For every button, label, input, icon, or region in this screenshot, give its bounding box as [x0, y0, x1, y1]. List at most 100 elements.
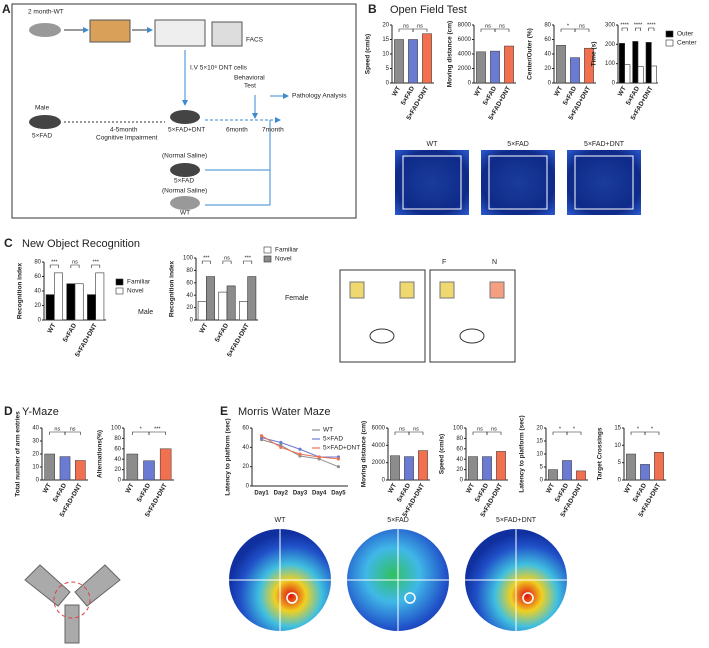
x-tick-label: WT [465, 482, 476, 494]
bar [239, 301, 248, 321]
panel-label: E [220, 404, 228, 418]
significance-label: *** [244, 255, 251, 261]
y-axis-label: Recognition index [169, 260, 176, 317]
y-tick-label: 15 [382, 37, 389, 43]
bar [624, 64, 631, 84]
significance-bracket [644, 431, 660, 435]
heatmap-label: 5×FAD [387, 517, 409, 524]
bar [87, 294, 96, 321]
y-axis-label: Moving distance (cm) [447, 21, 454, 87]
bar [632, 41, 639, 84]
x-tick-label: WT [473, 85, 484, 97]
y-tick-label: 5 [618, 460, 622, 466]
panel-title: Open Field Test [390, 4, 467, 16]
panel-title: New Object Recognition [22, 238, 140, 250]
significance-bracket [64, 431, 81, 435]
y-tick-label: 10 [614, 443, 621, 449]
y-tick-label: 20 [186, 305, 193, 311]
bar [418, 450, 428, 481]
significance-bracket [201, 260, 211, 264]
y-tick-label: 0 [190, 318, 194, 324]
y-tick-label: 10 [382, 52, 389, 58]
y-tick-label: 100 [111, 426, 122, 432]
significance-label: * [637, 426, 640, 432]
bar [651, 65, 657, 84]
legend-swatch [665, 30, 674, 38]
y-tick-label: 0 [612, 81, 616, 87]
x-tick-label: WT [545, 482, 556, 494]
bar [468, 456, 478, 481]
heatmap-label: 5×FAD [507, 141, 529, 148]
bar [548, 469, 558, 481]
bar [496, 451, 506, 481]
significance-label: * [559, 426, 562, 432]
legend-label: WT [323, 427, 333, 434]
nor-label: Female [285, 295, 308, 302]
heatmap-label: WT [275, 517, 287, 524]
bar [394, 39, 404, 84]
bar [66, 283, 76, 321]
significance-label: **** [620, 22, 629, 28]
heatmap-label: 5×FAD+DNT [584, 141, 625, 148]
schematic-text: 4-5month [110, 127, 138, 134]
significance-bracket [148, 431, 166, 435]
schematic-text: Pathology Analysis [292, 93, 347, 100]
panel-title: Morris Water Maze [238, 406, 331, 418]
schematic-text: (Normal Saline) [162, 153, 207, 160]
y-axis-label: Time (s) [591, 42, 598, 67]
point [260, 434, 264, 438]
schematic-text: WT [180, 210, 190, 217]
point [279, 445, 283, 449]
nor-label: F [442, 259, 446, 266]
significance-bracket [648, 27, 655, 31]
y-tick-label: 80 [544, 23, 551, 29]
bar [206, 276, 215, 321]
y-tick-label: 0 [118, 478, 122, 484]
y-tick-label: 60 [34, 274, 41, 280]
bar [482, 456, 492, 481]
nor-label: Male [138, 309, 153, 316]
y-tick-label: 6000 [372, 426, 386, 432]
significance-bracket [70, 264, 80, 268]
y-tick-label: 0 [468, 81, 472, 87]
bar [159, 448, 172, 481]
bar [247, 276, 257, 321]
legend-label: Novel [275, 256, 292, 263]
y-tick-label: 40 [544, 52, 551, 58]
y-tick-label: 40 [34, 289, 41, 295]
significance-bracket [222, 260, 232, 264]
bar [637, 66, 644, 84]
x-tick-label: 5×FAD [214, 322, 230, 343]
legend-swatch [665, 39, 674, 47]
y-tick-label: 4000 [458, 52, 472, 58]
y-axis-label: Latency to platform (sec) [225, 418, 232, 495]
y-maze-schematic [24, 564, 121, 644]
x-tick-label: WT [617, 85, 628, 97]
bar [143, 460, 155, 481]
panel-label: D [4, 404, 13, 418]
x-tick-label: WT [387, 482, 398, 494]
y-axis-label: Target Crossings [597, 427, 604, 480]
point [279, 440, 283, 445]
y-tick-label: 300 [605, 23, 616, 29]
significance-bracket [566, 431, 582, 435]
bar [45, 294, 55, 321]
heatmap-label: WT [427, 141, 439, 148]
bar [404, 456, 414, 481]
significance-bracket [412, 28, 428, 32]
significance-label: **** [634, 22, 643, 28]
legend-label: Novel [127, 288, 144, 295]
legend-label: 5×FAD+DNT [323, 445, 360, 452]
significance-bracket [574, 28, 590, 32]
x-tick-label: Day4 [312, 491, 327, 497]
schematic-text: 5×FAD [32, 133, 52, 140]
legend-swatch [115, 287, 124, 295]
bar [476, 51, 486, 84]
x-tick-label: WT [391, 85, 402, 97]
significance-label: ns [491, 426, 497, 432]
significance-bracket [635, 27, 641, 31]
y-axis-label: Latency to platform (sec) [519, 415, 526, 492]
y-tick-label: 100 [453, 426, 464, 432]
bar [504, 45, 514, 84]
x-tick-label: Day1 [254, 491, 269, 497]
